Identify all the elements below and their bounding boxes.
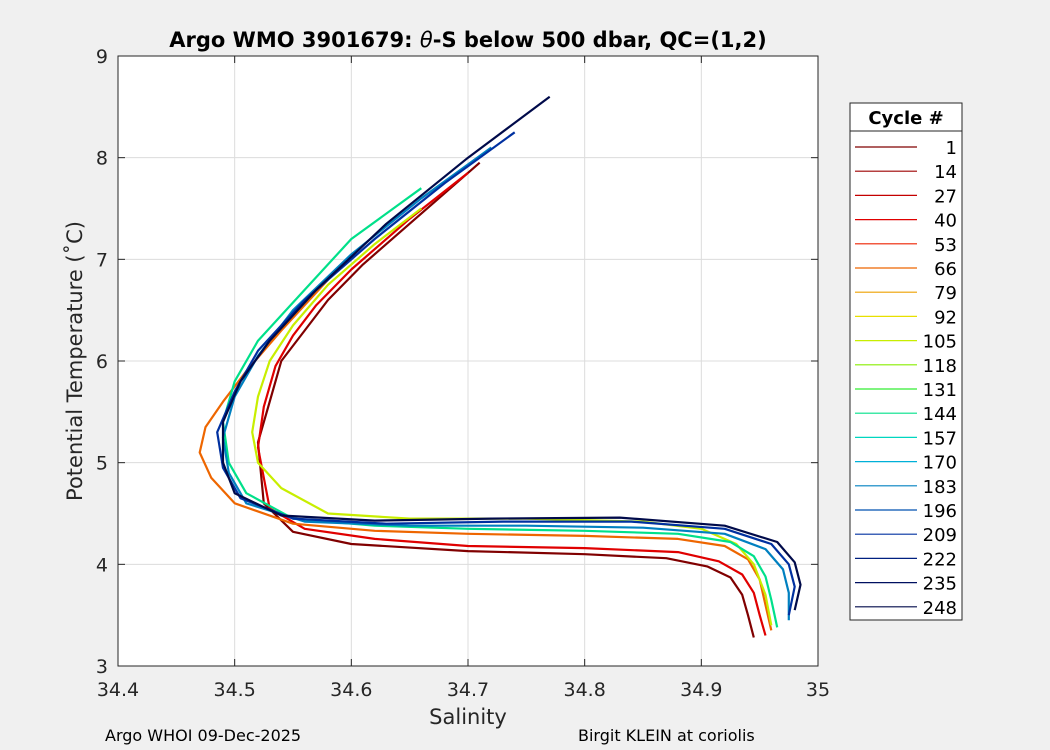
x-tick-label: 34.7 — [447, 679, 489, 701]
y-tick-label: 8 — [96, 148, 108, 170]
legend-label: 183 — [923, 477, 957, 498]
y-tick-label: 5 — [96, 453, 108, 475]
legend-label: 53 — [934, 235, 957, 256]
legend-label: 222 — [923, 549, 957, 570]
legend-label: 118 — [923, 356, 957, 377]
series-line-cycle-248 — [221, 95, 802, 611]
legend: Cycle # 1 14 27 40 53 66 79 92 105 118 131 144 157 17… — [849, 102, 963, 621]
legend-label: 170 — [923, 453, 957, 474]
y-tick-label: 7 — [96, 249, 108, 271]
legend-entries: 1 14 27 40 53 66 79 92 105 118 131 144 157 170 183 196 2… — [855, 138, 957, 619]
y-tick-label: 6 — [96, 351, 108, 373]
legend-label: 144 — [923, 404, 957, 425]
legend-label: 196 — [923, 501, 957, 522]
x-axis-label: Salinity — [429, 705, 507, 729]
legend-label: 27 — [934, 186, 957, 207]
legend-title: Cycle # — [868, 108, 943, 129]
legend-label: 105 — [923, 332, 957, 353]
legend-label: 79 — [934, 283, 957, 304]
series-group — [198, 95, 802, 638]
x-tick-label: 34.9 — [680, 679, 722, 701]
series-line-cycle-40 — [256, 172, 767, 636]
legend-label: 66 — [934, 259, 957, 280]
y-tick-label: 9 — [96, 46, 108, 68]
chart-title: Argo WMO 3901679: θ-S below 500 dbar, QC… — [169, 28, 766, 52]
x-tick-label: 34.6 — [330, 679, 372, 701]
legend-label: 157 — [923, 428, 957, 449]
legend-label: 1 — [946, 138, 957, 159]
legend-label: 248 — [923, 598, 957, 619]
legend-label: 40 — [934, 211, 957, 232]
series-line-cycle-66 — [198, 278, 773, 631]
legend-label: 235 — [923, 574, 957, 595]
legend-label: 209 — [923, 525, 957, 546]
legend-label: 14 — [934, 162, 957, 183]
x-tick-label: 34.4 — [97, 679, 139, 701]
footer-right: Birgit KLEIN at coriolis — [578, 726, 755, 745]
x-tick-label: 34.8 — [564, 679, 606, 701]
series-line-cycle-1 — [256, 161, 755, 638]
legend-label: 131 — [923, 380, 957, 401]
x-tick-label: 35 — [806, 679, 830, 701]
footer-left: Argo WHOI 09-Dec-2025 — [105, 726, 301, 745]
y-axis-label: Potential Temperature (˚C) — [63, 221, 87, 501]
y-tick-label: 4 — [96, 554, 108, 576]
y-tick-label: 3 — [96, 656, 108, 678]
ticks: 34.4 34.5 34.6 34.7 34.8 34.9 35 3 4 5 6 7 8 9 — [96, 46, 830, 701]
x-tick-label: 34.5 — [214, 679, 256, 701]
legend-label: 92 — [934, 307, 957, 328]
